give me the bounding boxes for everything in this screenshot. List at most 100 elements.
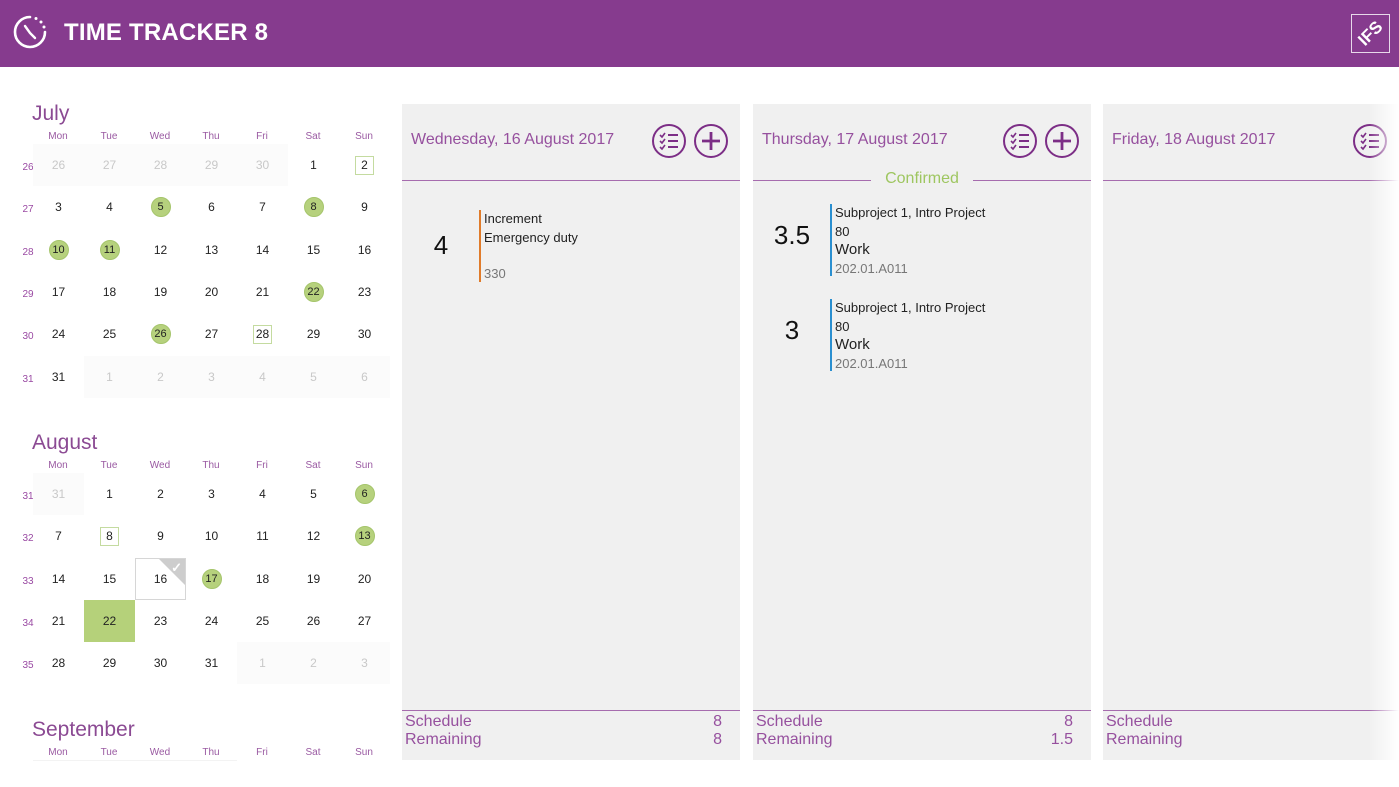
calendar-day[interactable]: 26 — [33, 144, 84, 186]
calendar-day[interactable]: 14 — [33, 558, 84, 600]
day-number: 1 — [259, 656, 266, 671]
day-number: 16 — [357, 242, 372, 257]
checklist-button[interactable] — [652, 124, 686, 158]
day-number: 31 — [204, 656, 219, 671]
day-number: 24 — [204, 613, 219, 628]
calendar-day[interactable]: ✓ 16 — [135, 557, 186, 600]
calendar-day[interactable]: 1 — [84, 473, 135, 515]
entry-line-2: Emergency duty — [484, 229, 578, 245]
day-number: 25 — [102, 327, 117, 342]
calendar-day[interactable]: 8 — [288, 186, 339, 228]
calendar-day[interactable]: 2 — [135, 473, 186, 515]
calendar-day[interactable]: 30 — [237, 144, 288, 186]
calendar-day[interactable]: 2 — [288, 642, 339, 685]
day-number: 7 — [259, 200, 266, 215]
calendar-day[interactable]: 9 — [135, 515, 186, 557]
calendar-day[interactable]: 29 — [84, 642, 135, 684]
calendar-day[interactable]: 17 — [186, 558, 237, 600]
day-number: 11 — [99, 239, 120, 260]
ifs-logo[interactable]: IFS — [1351, 14, 1390, 53]
calendar-day[interactable]: 15 — [84, 558, 135, 600]
calendar-day[interactable]: 4 — [237, 355, 288, 398]
calendar-day[interactable]: 22 — [84, 599, 135, 642]
weekday-label: Wed — [149, 131, 171, 142]
calendar-day[interactable]: 3 — [33, 186, 84, 228]
calendar-day[interactable]: 27 — [186, 313, 237, 355]
calendar-day[interactable]: 3 — [339, 642, 390, 685]
calendar-day[interactable]: 18 — [237, 558, 288, 600]
calendar-day[interactable]: 7 — [33, 515, 84, 557]
calendar-day[interactable]: 3 — [186, 473, 237, 515]
calendar-day[interactable]: 19 — [135, 271, 186, 313]
ifs-logo-icon: IFS — [1354, 17, 1386, 49]
day-title: Friday, 18 August 2017 — [1112, 131, 1276, 148]
add-entry-button[interactable] — [1045, 124, 1079, 158]
calendar-day[interactable]: 4 — [84, 186, 135, 228]
calendar-day[interactable]: 23 — [339, 271, 390, 313]
calendar-day[interactable]: 1 — [288, 144, 339, 186]
day-number: 25 — [255, 613, 270, 628]
weekday-label: Sun — [355, 460, 373, 471]
calendar-day[interactable]: 18 — [84, 271, 135, 313]
calendar-day[interactable]: 15 — [288, 229, 339, 271]
calendar-day[interactable]: 28 — [135, 144, 186, 186]
calendar-day[interactable]: 21 — [33, 600, 84, 642]
calendar-day[interactable]: 26 — [288, 600, 339, 642]
calendar-day[interactable]: 5 — [288, 473, 339, 515]
calendar-day[interactable]: 10 — [186, 515, 237, 557]
calendar-day[interactable]: 13 — [339, 515, 390, 557]
calendar-day[interactable]: 14 — [237, 229, 288, 271]
calendar-day[interactable]: 25 — [84, 313, 135, 355]
calendar-day[interactable]: 21 — [237, 271, 288, 313]
calendar-day[interactable]: 29 — [186, 144, 237, 186]
calendar-day[interactable]: 10 — [33, 229, 84, 271]
day-number: 27 — [102, 158, 117, 172]
calendar-day[interactable]: 31 — [33, 356, 84, 398]
calendar-day[interactable]: 20 — [186, 271, 237, 313]
calendar-day[interactable]: 23 — [135, 600, 186, 642]
week-number: 27 — [22, 204, 34, 216]
calendar-day[interactable]: 6 — [186, 186, 237, 228]
calendar-day[interactable]: 29 — [288, 313, 339, 355]
calendar-day[interactable]: 16 — [339, 229, 390, 271]
calendar-day[interactable]: 13 — [186, 229, 237, 271]
calendar-day[interactable]: 27 — [84, 144, 135, 186]
calendar-day[interactable]: 24 — [33, 313, 84, 355]
calendar-day[interactable]: 2 — [135, 355, 186, 398]
calendar-day[interactable]: 27 — [339, 600, 390, 642]
calendar-day[interactable]: 20 — [339, 558, 390, 600]
calendar-day[interactable]: 31 — [186, 642, 237, 684]
calendar-day[interactable]: 1 — [237, 642, 288, 685]
calendar-day[interactable]: 6 — [339, 355, 390, 398]
calendar-day[interactable]: 5 — [135, 186, 186, 228]
calendar-day[interactable]: 19 — [288, 558, 339, 600]
calendar-day[interactable]: 31 — [33, 473, 84, 515]
calendar-day[interactable]: 12 — [135, 229, 186, 271]
calendar-day[interactable]: 1 — [84, 355, 135, 398]
calendar-day[interactable]: 3 — [186, 355, 237, 398]
calendar-day[interactable]: 12 — [288, 515, 339, 557]
calendar-day[interactable]: 22 — [288, 271, 339, 313]
calendar-day[interactable]: 26 — [135, 313, 186, 355]
calendar-day[interactable]: 9 — [339, 186, 390, 228]
calendar-day[interactable]: 2 — [339, 144, 390, 186]
calendar-day[interactable]: 28 — [237, 313, 288, 355]
calendar-day[interactable]: 11 — [237, 515, 288, 557]
remaining-label: Remaining — [405, 731, 482, 748]
calendar-day[interactable]: 30 — [135, 642, 186, 684]
add-entry-button[interactable] — [694, 124, 728, 158]
calendar-day[interactable]: 4 — [237, 473, 288, 515]
calendar-day[interactable]: 5 — [288, 355, 339, 398]
calendar-day[interactable]: 17 — [33, 271, 84, 313]
calendar-day[interactable]: 30 — [339, 313, 390, 355]
calendar-day[interactable]: 28 — [33, 642, 84, 684]
day-number: 15 — [306, 242, 321, 257]
calendar-day[interactable]: 24 — [186, 600, 237, 642]
calendar-day[interactable]: 11 — [84, 229, 135, 271]
calendar-day[interactable]: 8 — [84, 515, 135, 557]
calendar-day[interactable]: 7 — [237, 186, 288, 228]
calendar-day[interactable]: 6 — [339, 473, 390, 515]
checklist-button[interactable] — [1003, 124, 1037, 158]
footer-divider — [1103, 710, 1399, 711]
calendar-day[interactable]: 25 — [237, 600, 288, 642]
